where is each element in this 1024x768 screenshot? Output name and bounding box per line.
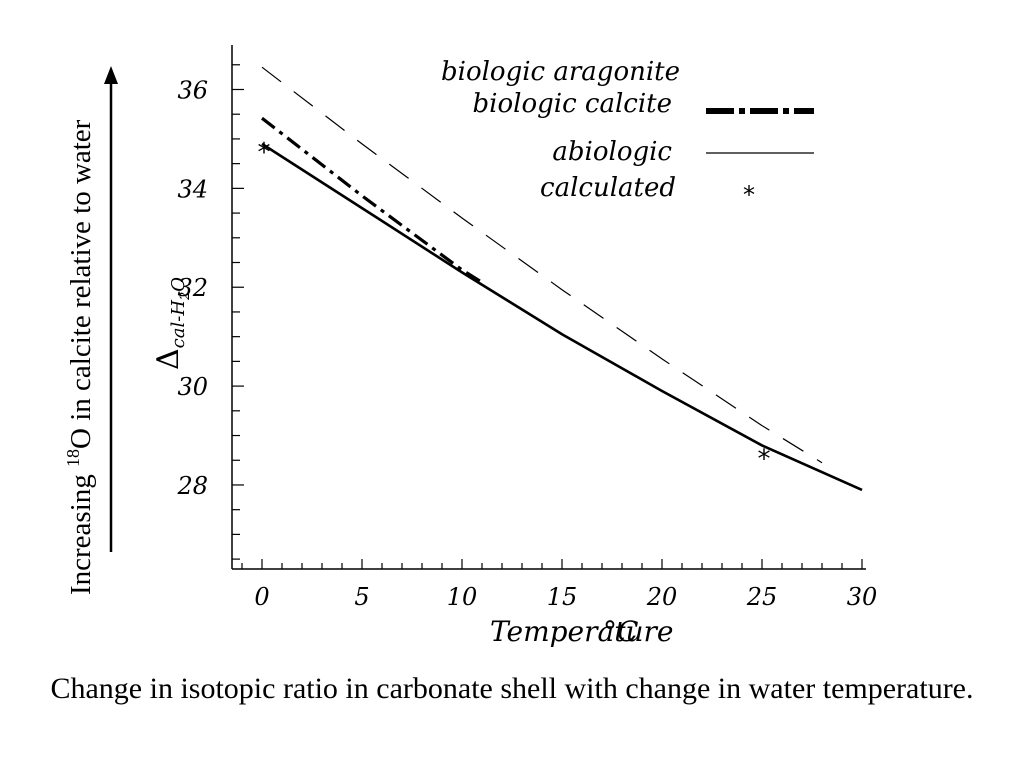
abiologic-line bbox=[261, 142, 863, 492]
y-tick-label: 32 bbox=[177, 274, 208, 302]
legend-label-abiologic: abiologic bbox=[552, 137, 672, 167]
series-layer: ** bbox=[258, 66, 863, 492]
legend-label-biologic-calcite: biologic calcite bbox=[473, 89, 672, 119]
x-axis-unit: °C bbox=[603, 615, 638, 648]
side-label: Increasing 18O in calcite relative to wa… bbox=[63, 119, 97, 595]
y-tick-label: 36 bbox=[177, 76, 208, 104]
biologic-aragonite-line bbox=[261, 66, 823, 464]
x-tick-label: 15 bbox=[547, 583, 578, 611]
calculated-point: * bbox=[758, 444, 771, 474]
x-tick-label: 0 bbox=[254, 583, 269, 611]
y-tick-label: 30 bbox=[177, 373, 208, 401]
x-tick-label: 25 bbox=[746, 583, 778, 611]
y-axis-label: Δcal-H2O bbox=[151, 277, 193, 370]
chart: Increasing 18O in calcite relative to wa… bbox=[63, 45, 877, 648]
side-arrow-head bbox=[104, 66, 118, 84]
x-tick-label: 30 bbox=[847, 583, 878, 611]
axes: 28 30 32 34 36 0 5 10 15 20 25 30 Temperature°C Δcal-… bbox=[151, 45, 877, 648]
legend-label-calculated: calculated bbox=[540, 173, 676, 203]
calculated-point: * bbox=[258, 138, 271, 168]
legend-label-biologic-aragonite: biologic aragonite bbox=[441, 57, 680, 87]
y-tick-label: 34 bbox=[177, 175, 208, 203]
biologic-calcite-line bbox=[261, 116, 483, 284]
figure-caption: Change in isotopic ratio in carbonate sh… bbox=[50, 672, 974, 705]
x-tick-label: 20 bbox=[646, 583, 678, 611]
y-tick-label: 28 bbox=[176, 472, 208, 500]
legend-swatch-calculated: * bbox=[743, 181, 755, 209]
side-label-group: Increasing 18O in calcite relative to wa… bbox=[63, 66, 118, 595]
x-tick-label: 5 bbox=[354, 583, 369, 611]
x-tick-label: 10 bbox=[447, 583, 478, 611]
x-axis-label: Temperature bbox=[490, 615, 673, 648]
